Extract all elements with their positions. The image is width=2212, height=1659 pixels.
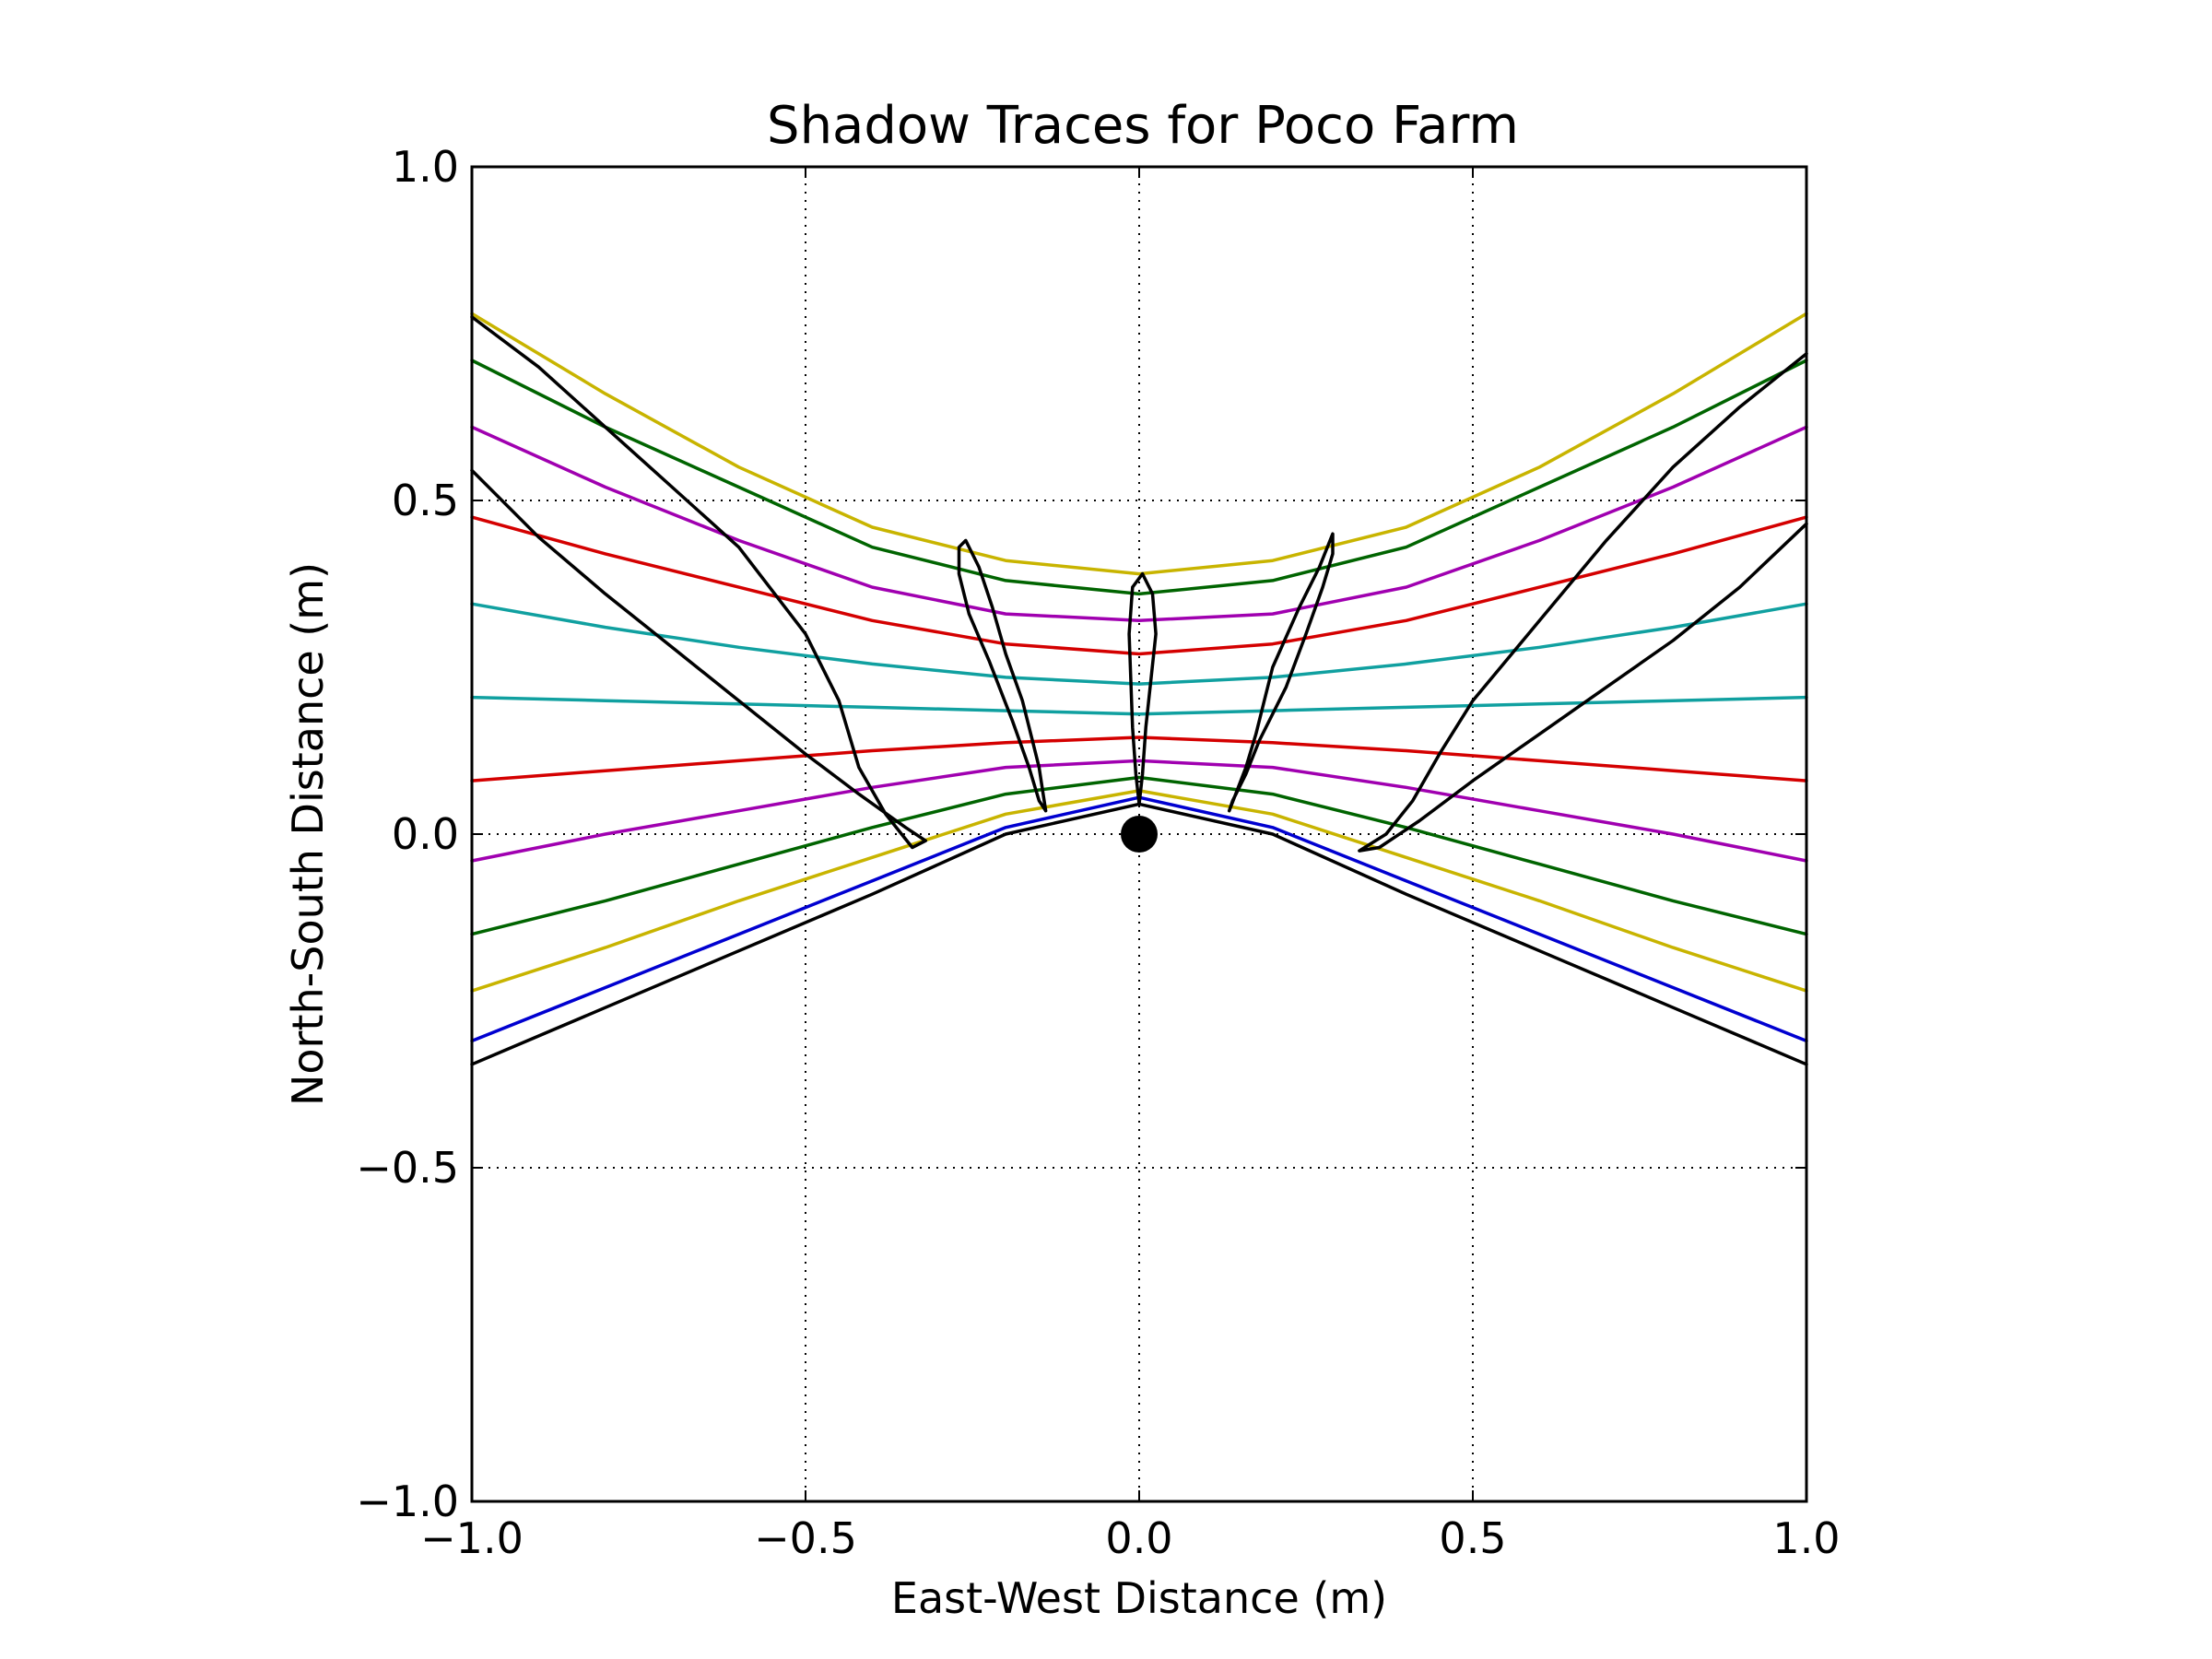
grid-lines xyxy=(472,167,1806,1501)
series-line-1 xyxy=(470,312,1808,576)
axis-ticks: −1.0 −0.5 0.0 0.5 1.0 −1.0 −0.5 0.0 0.5 1.0 xyxy=(356,142,1840,1563)
series-line-8 xyxy=(470,759,1808,863)
y-tick-label: −0.5 xyxy=(356,1143,459,1193)
series-line-17 xyxy=(1358,351,1808,853)
series-line-4 xyxy=(470,515,1808,656)
chart-title: Shadow Traces for Poco Farm xyxy=(767,96,1519,156)
gnomon-marker xyxy=(1121,816,1158,853)
gnomon-layer xyxy=(1121,816,1158,853)
series-line-6 xyxy=(470,695,1808,716)
series-line-5 xyxy=(470,602,1808,686)
series-layer xyxy=(470,312,1808,1066)
series-line-2 xyxy=(470,359,1808,596)
series-line-13 xyxy=(470,315,928,850)
series-line-14 xyxy=(957,538,1048,813)
x-tick-label: 1.0 xyxy=(1772,1513,1840,1563)
y-axis-label: North-South Distance (m) xyxy=(283,562,333,1106)
y-tick-label: −1.0 xyxy=(356,1477,459,1526)
x-tick-label: 0.0 xyxy=(1105,1513,1172,1563)
x-tick-label: −1.0 xyxy=(420,1513,524,1563)
series-line-16 xyxy=(1227,532,1335,813)
x-tick-label: 0.5 xyxy=(1439,1513,1506,1563)
series-line-15 xyxy=(1127,571,1158,806)
x-tick-label: −0.5 xyxy=(754,1513,857,1563)
x-axis-label: East-West Distance (m) xyxy=(891,1573,1387,1623)
series-line-7 xyxy=(470,735,1808,782)
series-line-3 xyxy=(470,425,1808,623)
series-line-9 xyxy=(470,775,1808,936)
y-tick-label: 0.0 xyxy=(392,809,459,859)
y-tick-label: 1.0 xyxy=(392,142,459,192)
y-tick-label: 0.5 xyxy=(392,476,459,525)
